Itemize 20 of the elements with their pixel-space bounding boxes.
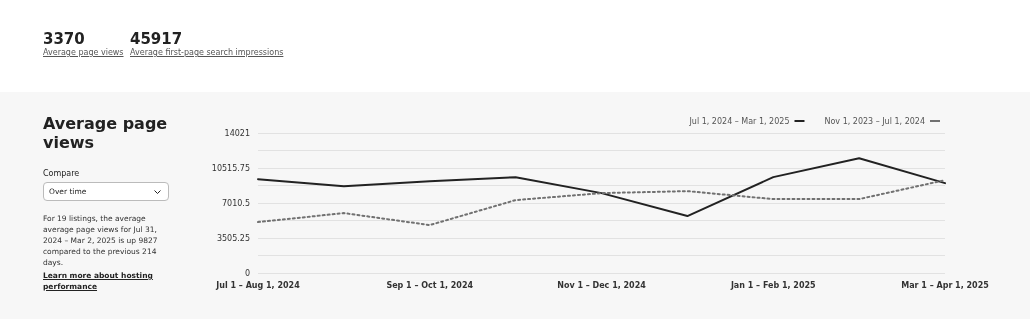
- y-tick-label: 7010.5: [222, 198, 250, 208]
- legend-label: Nov 1, 2023 – Jul 1, 2024: [824, 116, 925, 126]
- legend-label: Jul 1, 2024 – Mar 1, 2025: [688, 116, 790, 126]
- text: Average page views: [43, 114, 169, 152]
- x-tick-label: Mar 1 – Apr 1, 2025: [901, 280, 990, 290]
- x-tick-label: Sep 1 – Oct 1, 2024: [386, 280, 474, 290]
- text: 3370: [43, 30, 85, 48]
- y-tick-label: 3505.25: [216, 233, 250, 243]
- y-tick-label: 10515.75: [211, 163, 250, 173]
- y-tick-label: 0: [244, 268, 250, 278]
- x-tick-label: Jul 1 – Aug 1, 2024: [215, 280, 301, 290]
- y-tick-label: 14021: [224, 128, 250, 138]
- x-tick-label: Jan 1 – Feb 1, 2025: [729, 280, 817, 290]
- text: 45917: [130, 30, 183, 48]
- text: Compare: [43, 169, 80, 178]
- x-tick-label: Nov 1 – Dec 1, 2024: [557, 280, 647, 290]
- line-series: [257, 179, 946, 227]
- text: Average first-page search impressions: [130, 48, 284, 57]
- text: Average page views: [43, 48, 124, 57]
- line-series: [257, 157, 946, 218]
